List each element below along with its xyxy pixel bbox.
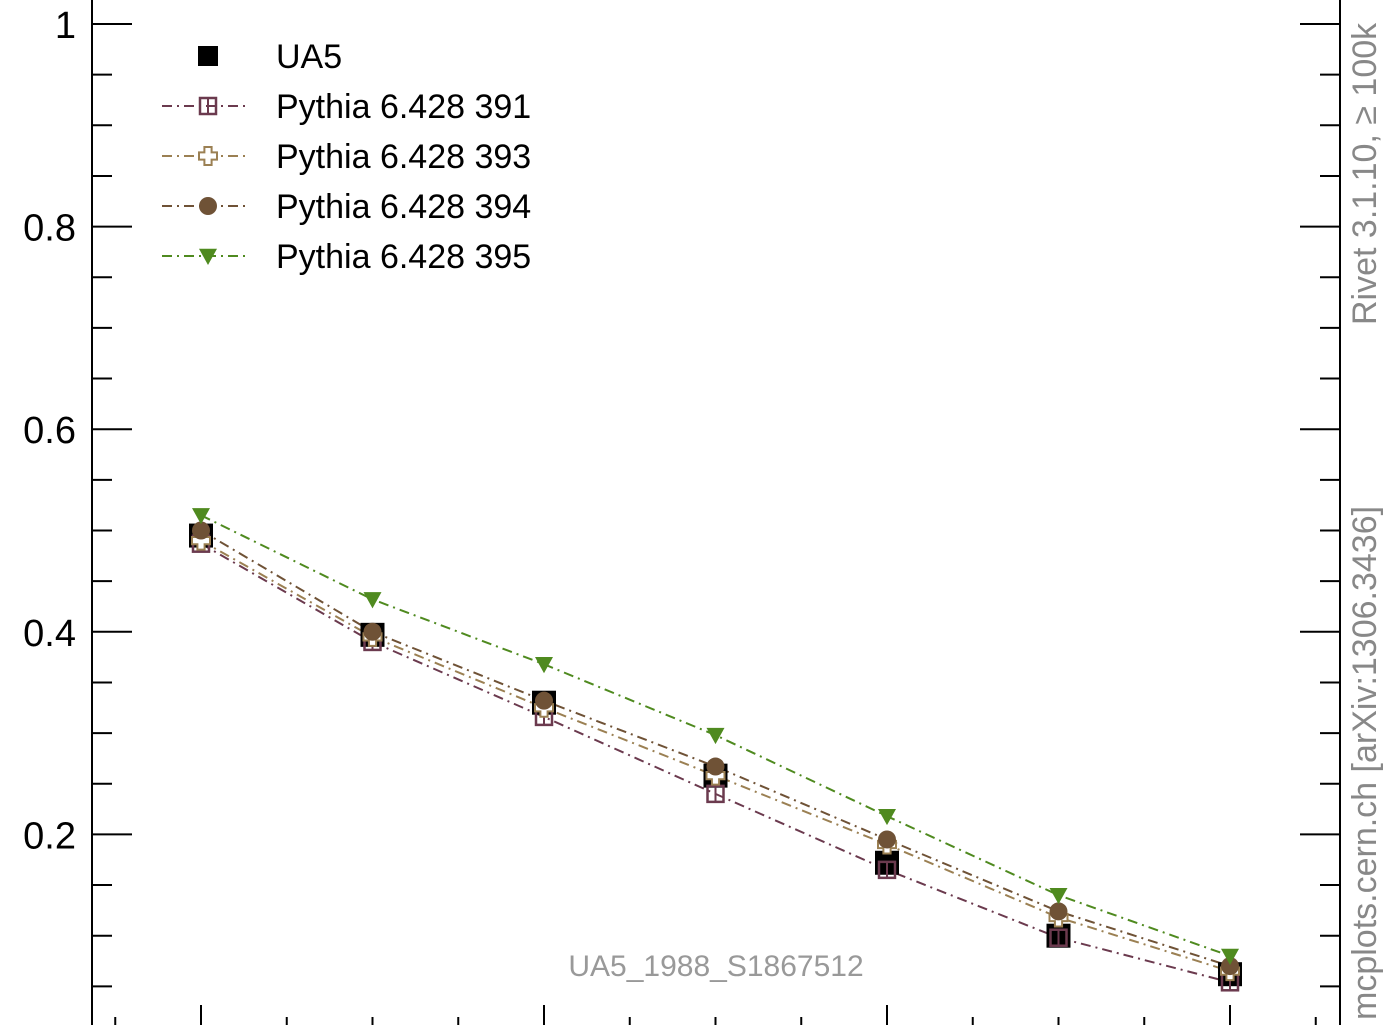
plot-frame [91, 0, 1341, 1025]
data-point [1221, 948, 1239, 965]
legend-item: Pythia 6.428 393 [162, 138, 531, 176]
data-point [1049, 928, 1068, 947]
legend-item: Pythia 6.428 394 [162, 188, 531, 226]
y-tick-label: 1 [55, 5, 76, 47]
series-markers-3 [192, 521, 1239, 976]
watermark-label: UA5_1988_S1867512 [568, 950, 863, 983]
legend: UA5 Pythia 6.428 391 Pythia 6.428 393 Pythi… [162, 38, 531, 276]
series-line-2 [200, 539, 1231, 973]
legend-marker [198, 96, 218, 116]
series-lines [200, 514, 1231, 984]
data-point [535, 691, 553, 710]
y-tick-label: 0.4 [23, 613, 76, 655]
series-markers-2 [191, 530, 1240, 982]
data-point [535, 657, 553, 674]
mcplots-source-label: mcplots.cern.ch [arXiv:1306.3436] [1346, 506, 1384, 1020]
data-point [706, 784, 725, 804]
series-markers-0 [189, 523, 1242, 987]
series-markers-4 [192, 508, 1239, 965]
legend-label: Pythia 6.428 394 [276, 188, 531, 226]
data-point [363, 622, 382, 641]
data-point [706, 757, 725, 776]
data-point [877, 860, 897, 880]
y-tick-label: 0.8 [23, 208, 76, 250]
data-point [1221, 957, 1239, 976]
legend-label: Pythia 6.428 395 [276, 238, 531, 276]
data-point [192, 508, 210, 525]
data-point [878, 830, 896, 849]
data-point [363, 592, 382, 609]
data-point [1049, 887, 1068, 905]
series-line-3 [200, 529, 1231, 968]
data-point [706, 727, 725, 745]
x-axis [114, 1005, 1317, 1025]
legend-marker [199, 248, 217, 265]
legend-item: UA5 [198, 38, 342, 76]
legend-marker [198, 46, 218, 66]
legend-item: Pythia 6.428 395 [162, 238, 531, 276]
data-point [1049, 902, 1068, 921]
rivet-version-label: Rivet 3.1.10, ≥ 100k [1346, 22, 1384, 325]
y-tick-label: 0.6 [23, 410, 76, 452]
legend-marker [199, 197, 217, 215]
y-axis: 0.2 0.4 0.6 0.8 1 [23, 5, 1340, 988]
data-point [878, 808, 896, 826]
y-tick-label: 0.2 [23, 815, 76, 857]
data-point [192, 521, 210, 540]
series-markers [189, 508, 1242, 992]
legend-label: UA5 [276, 38, 342, 76]
legend-label: Pythia 6.428 391 [276, 88, 531, 126]
legend-marker [198, 146, 218, 166]
legend-label: Pythia 6.428 393 [276, 138, 531, 176]
legend-item: Pythia 6.428 391 [162, 88, 531, 126]
